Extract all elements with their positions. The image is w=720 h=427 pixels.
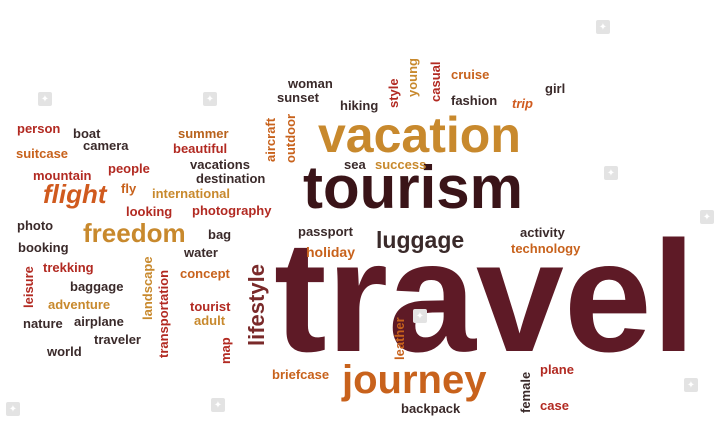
- word-landscape: landscape: [140, 256, 155, 320]
- word-style: style: [386, 78, 401, 108]
- word-world: world: [47, 344, 82, 359]
- word-person: person: [17, 121, 61, 136]
- word-people: people: [108, 161, 150, 176]
- word-sunset: sunset: [277, 90, 319, 105]
- word-trekking: trekking: [43, 260, 94, 275]
- word-beautiful: beautiful: [173, 141, 228, 156]
- word-travel: travel: [274, 209, 696, 385]
- word-journey: journey: [342, 358, 487, 402]
- word-tourism: tourism: [303, 154, 524, 221]
- word-sea: sea: [344, 157, 366, 172]
- watermark-icon: ✦: [413, 309, 427, 323]
- word-concept: concept: [180, 266, 230, 281]
- word-suitcase: suitcase: [16, 146, 69, 161]
- word-plane: plane: [540, 362, 574, 377]
- word-looking: looking: [126, 204, 173, 219]
- watermark-icon: ✦: [596, 20, 610, 34]
- word-transportation: transportation: [156, 269, 171, 358]
- watermark-icon: ✦: [6, 402, 20, 416]
- word-case: case: [540, 398, 569, 413]
- word-international: international: [152, 186, 231, 201]
- word-airplane: airplane: [74, 314, 124, 329]
- word-fly: fly: [121, 181, 137, 196]
- word-camera: camera: [83, 138, 129, 153]
- word-passport: passport: [298, 224, 353, 239]
- word-leisure: leisure: [21, 266, 36, 308]
- word-technology: technology: [511, 241, 581, 256]
- word-destination: destination: [196, 171, 266, 186]
- word-water: water: [184, 245, 218, 260]
- word-map: map: [218, 337, 233, 364]
- word-baggage: baggage: [70, 279, 124, 294]
- word-backpack: backpack: [401, 401, 461, 416]
- word-lifestyle: lifestyle: [244, 264, 269, 346]
- word-tourist: tourist: [190, 299, 231, 314]
- word-hiking: hiking: [340, 98, 379, 113]
- word-briefcase: briefcase: [272, 367, 330, 382]
- word-vacation: vacation: [318, 107, 521, 163]
- watermark-icon: ✦: [38, 92, 52, 106]
- word-fashion: fashion: [451, 93, 498, 108]
- word-trip: trip: [512, 96, 533, 111]
- word-nature: nature: [23, 316, 63, 331]
- word-adventure: adventure: [48, 297, 111, 312]
- word-mountain: mountain: [33, 168, 92, 183]
- word-booking: booking: [18, 240, 69, 255]
- word-bag: bag: [208, 227, 232, 242]
- word-success: success: [375, 157, 427, 172]
- word-girl: girl: [545, 81, 566, 96]
- word-luggage: luggage: [376, 227, 465, 253]
- watermark-icon: ✦: [211, 398, 225, 412]
- word-boat: boat: [73, 126, 101, 141]
- word-adult: adult: [194, 313, 226, 328]
- word-photo: photo: [17, 218, 54, 233]
- word-leather: leather: [392, 317, 407, 360]
- word-holiday: holiday: [306, 244, 356, 260]
- word-aircraft: aircraft: [263, 117, 278, 162]
- word-flight: flight: [43, 179, 107, 209]
- watermark-icon: ✦: [604, 166, 618, 180]
- word-casual: casual: [428, 61, 443, 102]
- word-cruise: cruise: [451, 67, 490, 82]
- word-summer: summer: [178, 126, 229, 141]
- watermark-icon: ✦: [700, 210, 714, 224]
- word-activity: activity: [520, 225, 565, 240]
- word-female: female: [518, 371, 533, 413]
- watermark-icon: ✦: [684, 378, 698, 392]
- word-outdoor: outdoor: [283, 113, 298, 163]
- word-freedom: freedom: [83, 218, 186, 248]
- word-young: young: [405, 58, 420, 97]
- word-traveler: traveler: [94, 332, 141, 347]
- word-photography: photography: [192, 203, 272, 218]
- word-vacations: vacations: [190, 157, 250, 172]
- word-woman: woman: [288, 76, 333, 91]
- watermark-icon: ✦: [203, 92, 217, 106]
